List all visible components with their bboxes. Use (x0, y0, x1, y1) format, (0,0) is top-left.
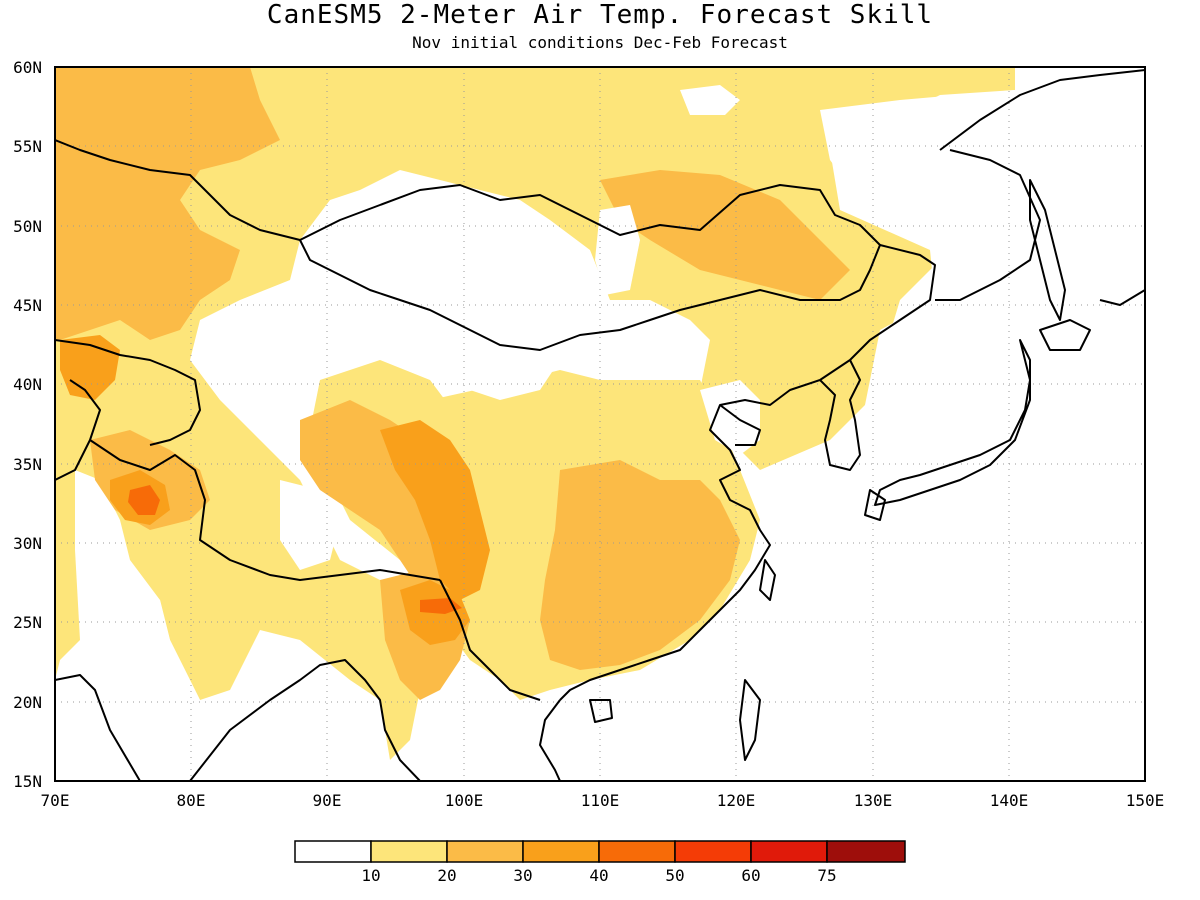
colorbar-swatch (598, 840, 676, 863)
lat-tick-label: 40N (13, 375, 42, 394)
skill-region-low-ordos (450, 320, 560, 400)
lon-tick-label: 110E (581, 791, 620, 810)
lon-tick-label: 80E (177, 791, 206, 810)
lon-tick-labels: 70E 80E 90E 100E 110E 120E 130E 140E 150… (41, 791, 1165, 810)
colorbar-label: 60 (741, 866, 760, 885)
coast-hokkaido (1039, 319, 1091, 351)
skill-region-30-40-plateau (380, 420, 490, 600)
gridlines (55, 67, 1145, 781)
coast-india (55, 674, 141, 781)
coast-taiwan (759, 559, 776, 601)
colorbar-swatch (294, 840, 372, 863)
colorbar-swatch (370, 840, 448, 863)
border-mekong (439, 579, 541, 701)
coast-sakhalin (1029, 179, 1066, 321)
skill-region-low-north (680, 85, 740, 115)
skill-region-low-tibet (280, 480, 340, 570)
coast-korea (819, 359, 861, 471)
colorbar: 10 20 30 40 50 60 75 (294, 840, 906, 885)
lon-tick-label: 90E (313, 791, 342, 810)
skill-region-40-50-kashmir (128, 485, 160, 515)
coast-china-east (559, 379, 821, 701)
colorbar-swatch (446, 840, 524, 863)
colorbar-swatch (826, 840, 906, 863)
skill-region-20-30-northwest (55, 67, 280, 340)
coast-shandong (719, 404, 761, 446)
coast-honshu (874, 339, 1031, 506)
skill-region-low-gobi (300, 215, 470, 320)
lon-tick-label: 120E (717, 791, 756, 810)
colorbar-label: 75 (817, 866, 836, 885)
skill-region-low-pacific (560, 200, 1145, 781)
skill-region-20-30-mongolia (600, 170, 850, 300)
skill-region-20-30-southchina (540, 460, 740, 670)
coast-kyushu (864, 489, 886, 521)
colorbar-label: 10 (361, 866, 380, 885)
lat-tick-labels: 15N 20N 25N 30N 35N 40N 45N 50N 55N 60N (13, 58, 42, 791)
lat-tick-label: 35N (13, 455, 42, 474)
border-himalaya (89, 439, 441, 581)
lat-tick-label: 20N (13, 693, 42, 712)
coast-russia-far-east (939, 69, 1145, 151)
lat-tick-label: 45N (13, 296, 42, 315)
border-manchuria (819, 244, 936, 381)
skill-field (55, 67, 1145, 781)
coast-hainan (589, 699, 613, 723)
colorbar-label: 50 (665, 866, 684, 885)
lat-tick-label: 55N (13, 137, 42, 156)
border-mongolia (299, 184, 881, 351)
border-russia-kazakhstan (55, 139, 301, 241)
coastlines-borders (55, 69, 1145, 781)
map-subtitle: Nov initial conditions Dec-Feb Forecast (412, 33, 788, 52)
lat-tick-label: 25N (13, 613, 42, 632)
coast-indochina (539, 699, 561, 781)
skill-region-low-india (55, 580, 390, 781)
lon-tick-label: 130E (854, 791, 893, 810)
lon-tick-label: 140E (990, 791, 1029, 810)
lat-tick-label: 15N (13, 772, 42, 791)
colorbar-swatch (522, 840, 600, 863)
lon-tick-label: 100E (445, 791, 484, 810)
lon-tick-label: 70E (41, 791, 70, 810)
map-title: CanESM5 2-Meter Air Temp. Forecast Skill (266, 0, 934, 30)
map-frame (54, 66, 1146, 782)
colorbar-label: 40 (589, 866, 608, 885)
coast-luzon (739, 679, 761, 761)
coast-bangladesh (189, 659, 421, 781)
colorbar-swatch (674, 840, 752, 863)
lat-tick-label: 50N (13, 217, 42, 236)
colorbar-swatch (750, 840, 828, 863)
lat-tick-label: 60N (13, 58, 42, 77)
lon-tick-label: 150E (1126, 791, 1165, 810)
border-central-asia (55, 339, 201, 446)
colorbar-label: 20 (437, 866, 456, 885)
coast-kamchatka (1099, 289, 1145, 306)
lat-tick-label: 30N (13, 534, 42, 553)
colorbar-label: 30 (513, 866, 532, 885)
border-pakistan (55, 379, 101, 481)
